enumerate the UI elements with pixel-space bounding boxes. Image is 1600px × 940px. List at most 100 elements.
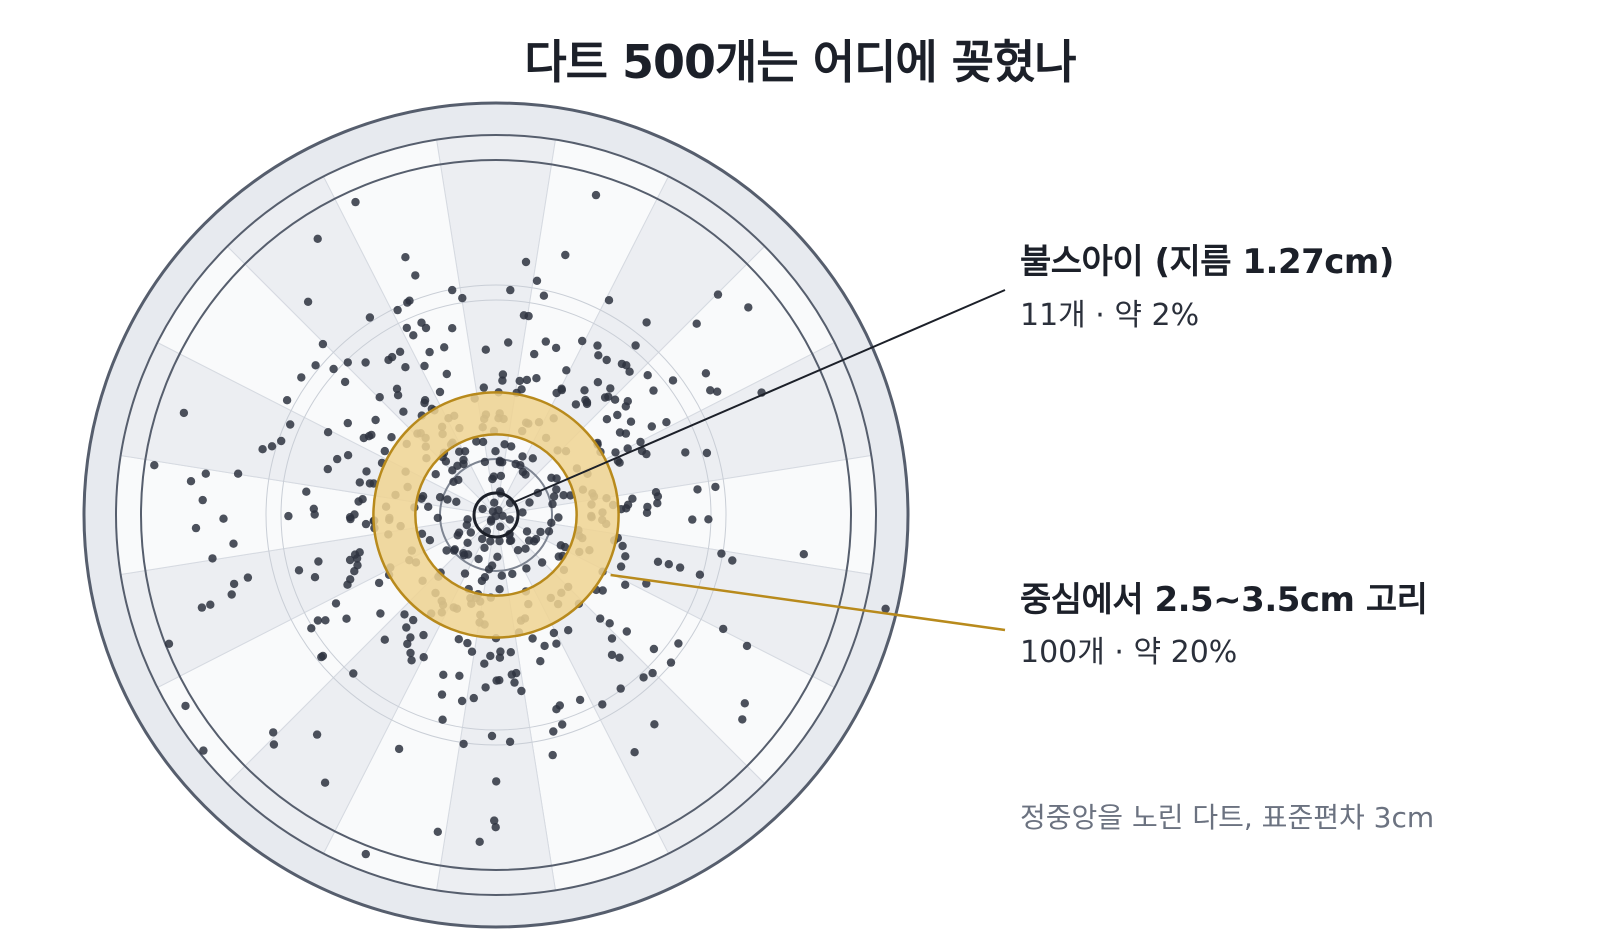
dart-point bbox=[433, 513, 442, 523]
dart-point bbox=[522, 527, 532, 536]
dart-point bbox=[452, 497, 461, 506]
dart-point bbox=[493, 552, 502, 561]
dart-point bbox=[433, 827, 442, 836]
dart-point bbox=[615, 653, 624, 662]
dart-point bbox=[443, 495, 452, 504]
dart-point bbox=[532, 276, 542, 285]
dart-point bbox=[387, 433, 396, 442]
dart-point bbox=[692, 319, 701, 328]
dart-point bbox=[346, 514, 355, 524]
dart-point bbox=[439, 670, 448, 679]
dart-point bbox=[621, 552, 630, 561]
dart-point bbox=[318, 339, 328, 349]
dart-point bbox=[435, 493, 445, 502]
dart-point bbox=[606, 384, 615, 393]
dart-point bbox=[401, 363, 410, 372]
dart-point bbox=[648, 668, 657, 678]
ring-band bbox=[373, 392, 619, 638]
dart-point bbox=[407, 656, 416, 665]
dart-point bbox=[284, 511, 293, 521]
dart-point bbox=[392, 384, 402, 393]
dart-point bbox=[489, 472, 498, 481]
dart-point bbox=[521, 544, 530, 553]
dart-point bbox=[420, 398, 429, 408]
dart-point bbox=[181, 701, 190, 711]
dart-point bbox=[611, 448, 620, 457]
dart-point bbox=[536, 657, 545, 666]
dart-point bbox=[522, 375, 532, 385]
dart-point bbox=[472, 437, 481, 446]
dart-point bbox=[362, 467, 371, 476]
dart-point bbox=[594, 351, 603, 360]
dart-point bbox=[728, 556, 737, 565]
dart-point bbox=[409, 331, 418, 340]
dart-point bbox=[605, 619, 614, 628]
dart-point bbox=[438, 715, 447, 724]
dart-point bbox=[286, 420, 295, 429]
bullseye-annotation-title: 불스아이 (지름 1.27cm) bbox=[1020, 242, 1394, 282]
dart-point bbox=[602, 355, 611, 365]
dart-point bbox=[571, 400, 581, 409]
dart-point bbox=[463, 638, 472, 648]
dart-point bbox=[375, 393, 384, 402]
dart-point bbox=[664, 560, 673, 569]
dart-point bbox=[481, 345, 490, 354]
dart-point bbox=[448, 285, 457, 295]
dart-point bbox=[628, 494, 637, 503]
dart-point bbox=[562, 366, 571, 375]
dart-point bbox=[384, 355, 393, 365]
dart-point bbox=[549, 628, 559, 638]
dart-point bbox=[314, 557, 323, 566]
dart-point bbox=[460, 551, 469, 560]
dart-point bbox=[528, 634, 537, 643]
dart-point bbox=[631, 341, 640, 350]
dart-point bbox=[417, 494, 426, 503]
dart-point bbox=[498, 511, 507, 520]
dart-point bbox=[649, 386, 658, 395]
dart-point bbox=[706, 386, 715, 395]
dart-point bbox=[480, 659, 489, 668]
dart-point bbox=[435, 387, 445, 397]
dart-point bbox=[310, 573, 320, 582]
dart-point bbox=[191, 523, 201, 533]
dart-point bbox=[506, 648, 515, 657]
dart-point bbox=[604, 296, 614, 305]
dart-point bbox=[596, 614, 605, 623]
dart-point bbox=[552, 485, 561, 494]
dart-point bbox=[486, 651, 495, 661]
dart-point bbox=[491, 447, 500, 456]
dart-point bbox=[515, 376, 524, 386]
dart-point bbox=[361, 519, 371, 529]
dart-point bbox=[630, 748, 639, 757]
dart-point bbox=[474, 554, 483, 564]
dart-point bbox=[554, 513, 563, 522]
dart-point bbox=[486, 517, 496, 526]
dart-point bbox=[361, 849, 370, 859]
dart-point bbox=[623, 444, 632, 453]
dart-point bbox=[201, 469, 210, 478]
dart-point bbox=[497, 571, 506, 580]
dart-point bbox=[591, 190, 601, 200]
dart-point bbox=[343, 418, 352, 428]
dart-point bbox=[466, 528, 475, 537]
dart-point bbox=[409, 615, 418, 625]
dart-point bbox=[647, 422, 656, 431]
dart-point bbox=[323, 428, 333, 437]
ring-annotation-detail: 100개 · 약 20% bbox=[1020, 635, 1237, 670]
dart-point bbox=[495, 458, 505, 467]
dart-point bbox=[498, 370, 508, 379]
dart-point bbox=[478, 534, 487, 544]
dart-point bbox=[518, 467, 528, 477]
dart-point bbox=[393, 305, 402, 315]
dart-point bbox=[179, 408, 189, 418]
dart-point bbox=[333, 454, 342, 464]
dart-point bbox=[496, 522, 505, 531]
dart-point bbox=[521, 257, 531, 267]
dart-point bbox=[666, 658, 676, 667]
dart-point bbox=[402, 623, 411, 632]
dart-point bbox=[401, 253, 410, 262]
dart-point bbox=[643, 502, 652, 512]
dart-point bbox=[613, 410, 622, 420]
dart-point bbox=[491, 823, 500, 832]
dart-point bbox=[349, 669, 358, 678]
